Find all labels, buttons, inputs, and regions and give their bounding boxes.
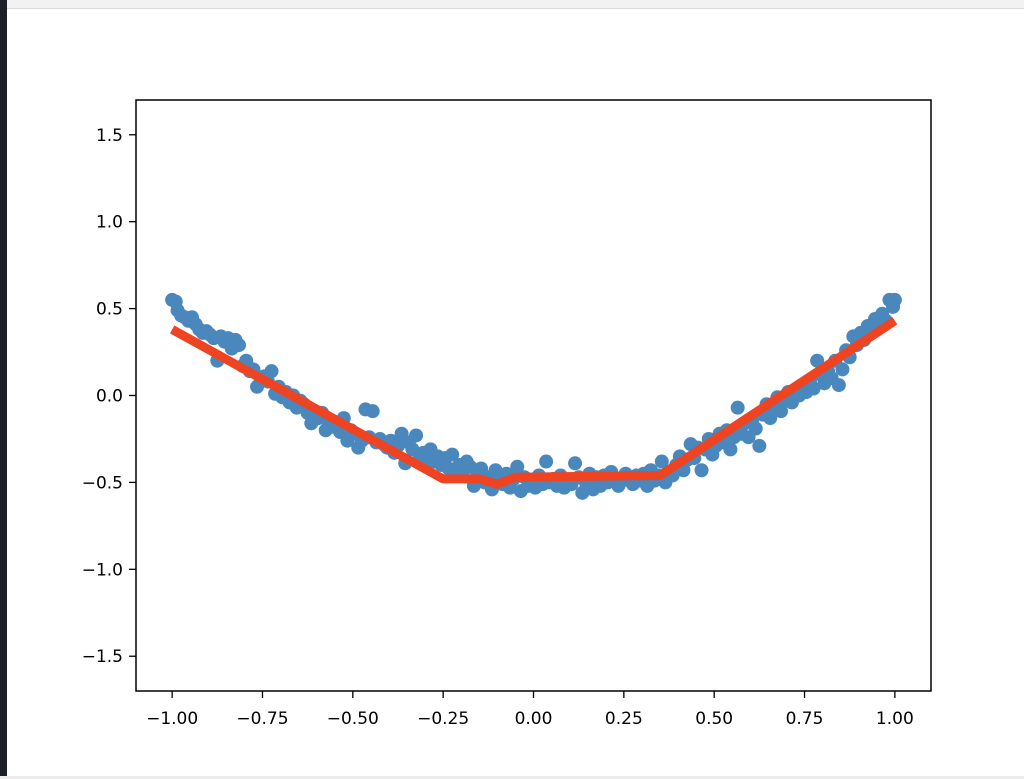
scatter-point bbox=[887, 292, 902, 307]
scatter-series bbox=[165, 292, 902, 500]
scatter-point bbox=[730, 400, 745, 415]
y-tick-label: 1.5 bbox=[96, 126, 123, 146]
scatter-point bbox=[510, 459, 525, 474]
scatter-point bbox=[752, 438, 767, 453]
scatter-point bbox=[748, 421, 763, 436]
scatter-point bbox=[831, 378, 846, 393]
scatter-point bbox=[365, 404, 380, 419]
x-tick-label: 0.00 bbox=[515, 709, 553, 729]
y-tick-label: −1.5 bbox=[82, 647, 123, 667]
window-title-bar bbox=[0, 0, 1024, 9]
y-tick-label: 1.0 bbox=[96, 213, 123, 233]
fit-line bbox=[169, 316, 898, 489]
y-tick-label: −1.0 bbox=[82, 560, 123, 580]
scatter-point bbox=[231, 338, 246, 353]
scatter-point bbox=[264, 364, 279, 379]
scatter-point bbox=[445, 447, 460, 462]
scatter-point bbox=[694, 463, 709, 478]
x-tick-label: 0.75 bbox=[786, 709, 824, 729]
x-axis-ticks: −1.00 −0.75 −0.50 −0.25 0.00 0.25 0.50 0.75 1.00 bbox=[146, 691, 914, 729]
x-tick-label: −1.00 bbox=[146, 709, 198, 729]
scatter-point bbox=[568, 456, 583, 471]
x-tick-label: −0.25 bbox=[417, 709, 469, 729]
y-tick-label: 0.5 bbox=[96, 300, 123, 320]
background-editor-edge bbox=[0, 0, 7, 779]
scatter-point bbox=[835, 362, 850, 377]
x-tick-label: −0.50 bbox=[327, 709, 379, 729]
scatter-point bbox=[806, 381, 821, 396]
fit-line-series bbox=[169, 316, 898, 489]
scatter-point bbox=[409, 428, 424, 443]
y-tick-label: 0.0 bbox=[96, 387, 123, 407]
x-tick-label: 0.50 bbox=[695, 709, 733, 729]
scatter-point bbox=[654, 454, 669, 469]
y-tick-label: −0.5 bbox=[82, 473, 123, 493]
x-tick-label: 0.25 bbox=[605, 709, 643, 729]
scatter-point bbox=[723, 442, 738, 457]
x-tick-label: −0.75 bbox=[236, 709, 288, 729]
y-axis-ticks: 1.5 1.0 0.5 0.0 −0.5 −1.0 −1.5 bbox=[82, 126, 136, 667]
scatter-point bbox=[539, 454, 554, 469]
window-bottom-edge bbox=[0, 776, 1024, 779]
x-tick-label: 1.00 bbox=[876, 709, 914, 729]
